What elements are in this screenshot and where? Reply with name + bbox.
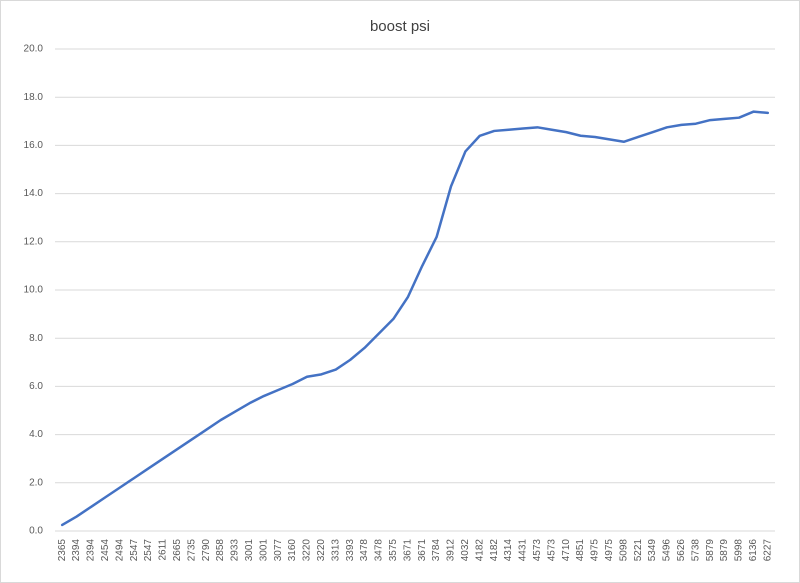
y-tick-label: 18.0 xyxy=(24,92,44,103)
x-tick-label: 3575 xyxy=(388,539,399,562)
x-tick-label: 4431 xyxy=(518,539,529,562)
y-tick-label: 20.0 xyxy=(24,44,44,55)
x-tick-label: 4851 xyxy=(575,539,586,562)
y-tick-label: 4.0 xyxy=(29,429,43,440)
x-tick-label: 3478 xyxy=(359,539,370,562)
x-tick-label: 3077 xyxy=(273,539,284,562)
x-tick-label: 4710 xyxy=(561,539,572,562)
x-tick-label: 5098 xyxy=(618,539,629,562)
x-tick-label: 5349 xyxy=(647,539,658,562)
x-tick-label: 3912 xyxy=(446,539,457,562)
x-tick-label: 6227 xyxy=(762,539,773,562)
x-tick-label: 4573 xyxy=(546,539,557,562)
x-tick-label: 2858 xyxy=(215,539,226,562)
x-tick-label: 3671 xyxy=(417,539,428,562)
x-tick-label: 2365 xyxy=(57,539,68,562)
x-tick-label: 4182 xyxy=(489,539,500,562)
x-tick-label: 4573 xyxy=(532,539,543,562)
x-tick-label: 2394 xyxy=(86,539,97,562)
y-tick-label: 6.0 xyxy=(29,381,43,392)
x-tick-label: 3220 xyxy=(302,539,313,562)
x-tick-label: 3001 xyxy=(258,539,269,562)
x-tick-label: 5221 xyxy=(633,539,644,562)
chart-title: boost psi xyxy=(370,18,430,35)
x-tick-label: 6136 xyxy=(748,539,759,562)
x-tick-label: 3220 xyxy=(316,539,327,562)
x-tick-label: 4182 xyxy=(474,539,485,562)
x-tick-label: 4975 xyxy=(604,539,615,562)
y-tick-label: 12.0 xyxy=(24,236,44,247)
x-tick-label: 2735 xyxy=(186,539,197,562)
x-tick-label: 5998 xyxy=(734,539,745,562)
x-tick-label: 3393 xyxy=(345,539,356,562)
x-tick-label: 2494 xyxy=(114,539,125,562)
x-tick-label: 3001 xyxy=(244,539,255,562)
x-tick-label: 2547 xyxy=(129,539,140,562)
x-tick-label: 2933 xyxy=(230,539,241,562)
x-tick-label: 2394 xyxy=(71,539,82,562)
x-tick-label: 2454 xyxy=(100,539,111,562)
x-tick-label: 5496 xyxy=(662,539,673,562)
y-tick-label: 8.0 xyxy=(29,333,43,344)
x-tick-label: 2547 xyxy=(143,539,154,562)
x-tick-label: 5879 xyxy=(719,539,730,562)
y-tick-label: 16.0 xyxy=(24,140,44,151)
x-tick-label: 4314 xyxy=(503,539,514,562)
x-tick-label: 3784 xyxy=(431,539,442,562)
x-tick-label: 4975 xyxy=(590,539,601,562)
x-tick-label: 4032 xyxy=(460,539,471,562)
x-tick-label: 2665 xyxy=(172,539,183,562)
x-tick-label: 5626 xyxy=(676,539,687,562)
data-line xyxy=(60,110,770,527)
x-tick-label: 5738 xyxy=(690,539,701,562)
x-tick-label: 2790 xyxy=(201,539,212,562)
x-tick-label: 2611 xyxy=(158,539,169,561)
y-tick-label: 10.0 xyxy=(24,285,44,296)
x-tick-label: 3478 xyxy=(374,539,385,562)
y-tick-label: 0.0 xyxy=(29,526,43,537)
x-tick-label: 3313 xyxy=(330,539,341,562)
x-tick-label: 3160 xyxy=(287,539,298,562)
x-tick-label: 5879 xyxy=(705,539,716,562)
y-tick-label: 2.0 xyxy=(29,477,43,488)
y-tick-label: 14.0 xyxy=(24,188,44,199)
x-tick-label: 3671 xyxy=(402,539,413,562)
